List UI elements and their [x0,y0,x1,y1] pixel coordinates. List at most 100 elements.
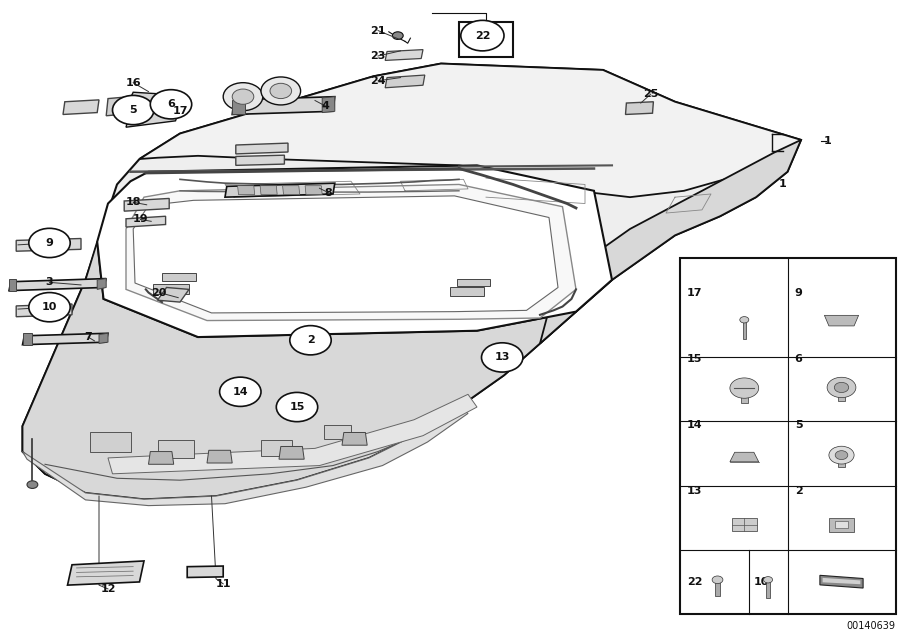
Circle shape [482,343,523,372]
Polygon shape [540,140,801,343]
Polygon shape [820,576,863,588]
Circle shape [763,577,772,583]
Polygon shape [260,186,277,195]
Circle shape [276,392,318,422]
Circle shape [829,446,854,464]
Bar [459,22,513,57]
Polygon shape [22,333,32,345]
Circle shape [220,377,261,406]
Text: 22: 22 [474,31,490,41]
Polygon shape [261,440,292,456]
Bar [742,322,746,340]
Polygon shape [232,100,245,114]
Circle shape [223,83,263,111]
Bar [716,582,720,596]
Text: 2: 2 [307,335,314,345]
Circle shape [740,317,749,323]
Polygon shape [133,196,558,313]
Text: 1: 1 [824,136,832,146]
Polygon shape [236,155,284,165]
Text: 23: 23 [370,51,386,61]
Circle shape [150,90,192,119]
Polygon shape [342,432,367,445]
Bar [680,258,896,614]
Circle shape [392,32,403,39]
Text: 14: 14 [687,420,702,430]
Circle shape [232,89,254,104]
Polygon shape [450,287,484,296]
Polygon shape [126,184,576,321]
Polygon shape [124,198,169,211]
Polygon shape [97,165,612,337]
Polygon shape [283,186,300,195]
Polygon shape [305,186,322,195]
Polygon shape [322,97,335,113]
Polygon shape [22,242,576,499]
Polygon shape [63,100,99,114]
Text: 8: 8 [325,188,332,198]
Text: 13: 13 [494,352,510,363]
Text: 11: 11 [215,579,231,589]
Bar [838,389,845,401]
Polygon shape [158,440,194,458]
Bar [741,389,748,403]
Polygon shape [626,102,653,114]
Polygon shape [823,578,860,584]
Polygon shape [238,186,255,195]
Polygon shape [90,432,130,452]
Polygon shape [126,216,166,227]
Text: 22: 22 [687,577,702,586]
Polygon shape [324,425,351,439]
Circle shape [730,378,759,398]
Polygon shape [162,273,196,281]
Polygon shape [824,315,859,326]
Polygon shape [106,95,144,116]
Bar [732,518,757,531]
Text: 17: 17 [172,106,188,116]
Text: 2: 2 [795,486,803,496]
Polygon shape [97,279,106,289]
Circle shape [270,83,292,99]
Polygon shape [16,304,72,317]
Bar [835,522,848,528]
Bar [838,457,845,467]
Text: 12: 12 [100,584,116,594]
Text: 15: 15 [687,354,702,364]
Polygon shape [236,143,288,154]
Text: 16: 16 [125,78,141,88]
Circle shape [712,576,723,584]
Circle shape [112,95,154,125]
Text: 5: 5 [795,420,802,430]
Circle shape [290,326,331,355]
Text: 4: 4 [322,101,329,111]
Polygon shape [385,50,423,60]
Polygon shape [730,452,759,462]
Polygon shape [126,92,184,127]
Text: 25: 25 [643,89,659,99]
Text: 9: 9 [46,238,53,248]
Text: 21: 21 [370,25,386,36]
Text: 6: 6 [167,99,175,109]
Polygon shape [9,279,106,291]
Text: 20: 20 [151,287,167,298]
Text: 1: 1 [779,179,787,190]
Polygon shape [225,183,335,197]
Circle shape [29,293,70,322]
Text: 24: 24 [370,76,386,86]
Text: 6: 6 [795,354,803,364]
Text: 00140639: 00140639 [847,621,896,632]
Polygon shape [9,279,16,291]
Polygon shape [279,446,304,459]
Polygon shape [457,279,490,286]
Text: 7: 7 [85,332,92,342]
Polygon shape [148,452,174,464]
Polygon shape [68,561,144,585]
Polygon shape [22,64,801,499]
Polygon shape [140,64,801,197]
Text: 18: 18 [125,197,141,207]
Polygon shape [16,238,81,251]
Polygon shape [232,97,335,114]
Polygon shape [108,394,477,474]
Circle shape [835,451,848,460]
Polygon shape [153,284,189,294]
